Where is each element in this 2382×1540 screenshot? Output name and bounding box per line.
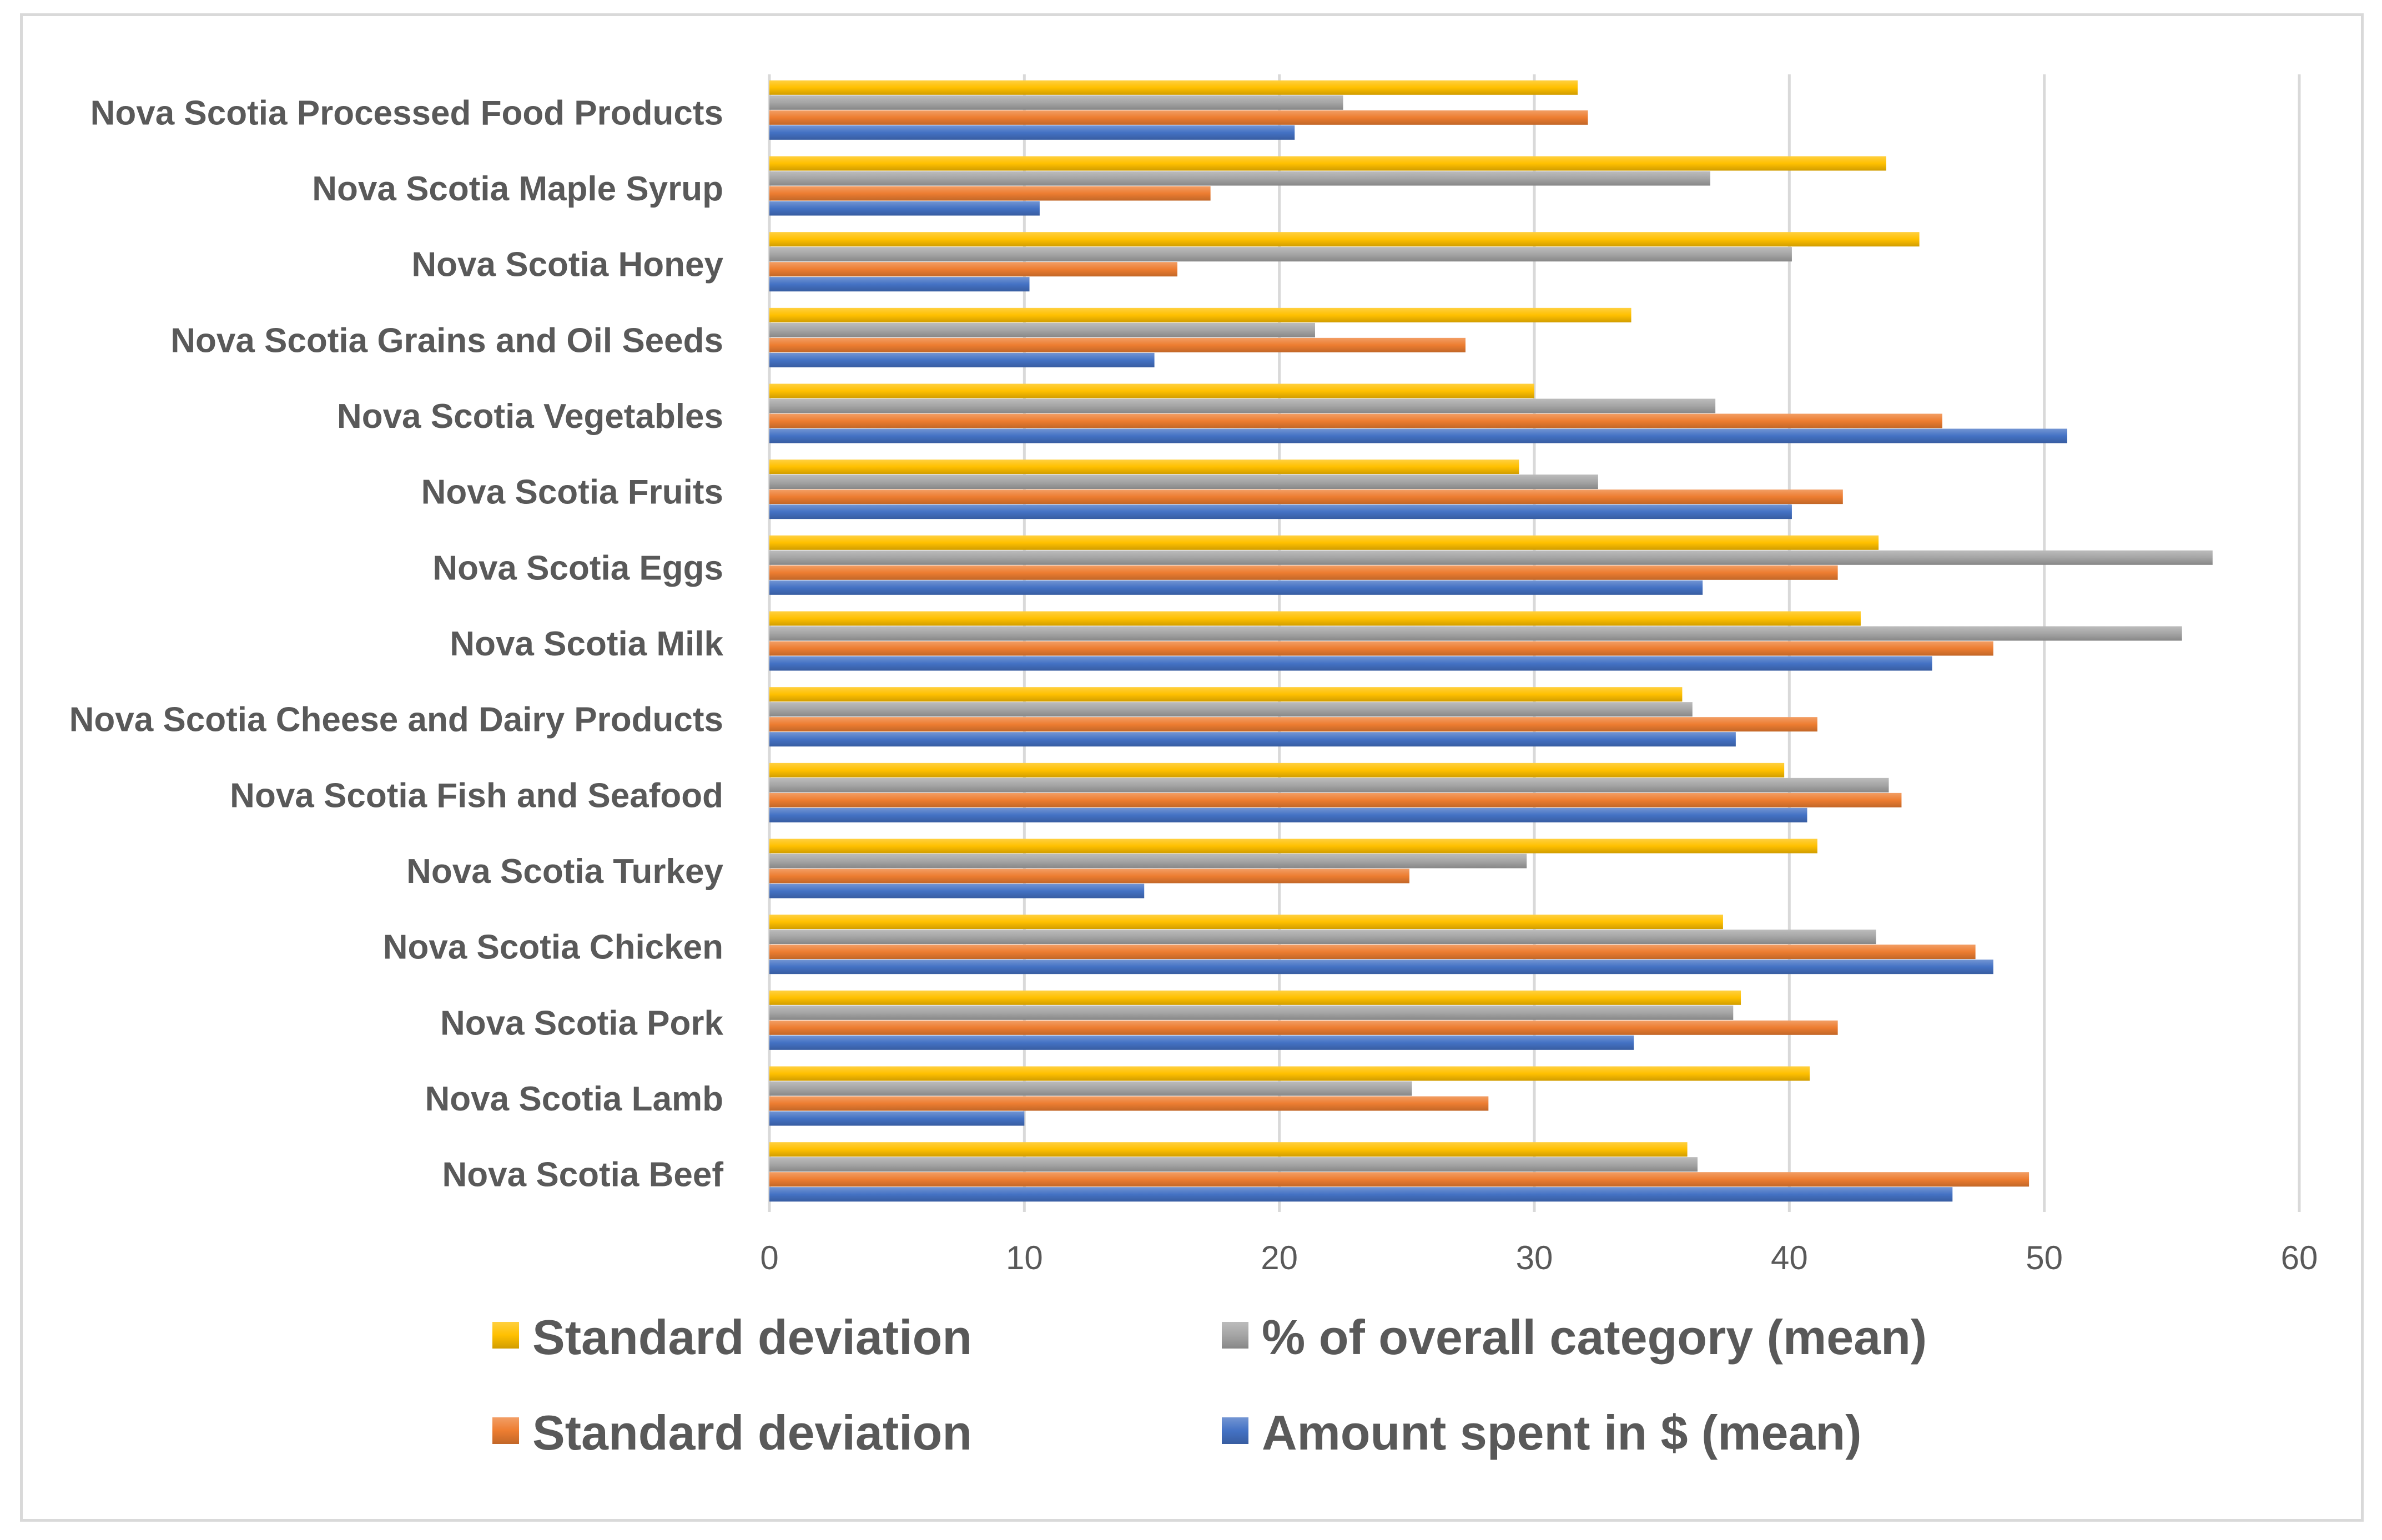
bar [769,201,1040,216]
x-tick-label: 60 [2281,1239,2318,1276]
bar [769,156,1886,171]
bar [769,839,1817,854]
bar [769,186,1211,201]
bar [769,883,1145,898]
bar [769,1172,2030,1187]
bar [769,535,1879,550]
bar [769,763,1785,777]
bar [769,247,1792,262]
bar [769,262,1177,277]
bar [769,807,1807,822]
bar-chart: Nova Scotia Processed Food Products Nova … [69,74,2318,1460]
category-label: Nova Scotia Milk [450,625,723,663]
bar [769,702,1693,717]
bar [769,95,1343,110]
bar [769,656,1932,671]
bar [769,732,1736,747]
x-tick-label: 40 [1771,1239,1808,1276]
bars [769,80,2213,1202]
category-label: Nova Scotia Grains and Oil Seeds [170,321,723,360]
bar [769,413,1942,428]
category-label: Nova Scotia Lamb [425,1080,723,1118]
bar [769,428,2068,443]
bar [769,717,1817,732]
bar [769,322,1315,337]
bar [769,474,1598,489]
bar [769,792,1902,807]
bar [769,915,1723,930]
category-label: Nova Scotia Maple Syrup [312,170,723,208]
bar [769,460,1519,474]
x-axis-ticks: 0 10 20 30 40 50 60 [760,1239,2318,1276]
category-label: Nova Scotia Turkey [406,852,723,891]
bar [769,960,1993,975]
category-label: Nova Scotia Beef [442,1156,723,1194]
legend-label: Standard deviation [532,1405,972,1460]
legend: Standard deviation % of overall category … [492,1310,1927,1460]
bar [769,1020,1838,1035]
bar [769,489,1843,504]
x-tick-label: 30 [1516,1239,1553,1276]
bar [769,1066,1810,1081]
bar [769,125,1295,140]
bar [769,1005,1734,1020]
bar [769,565,1838,580]
bar [769,990,1741,1005]
chart-frame: Nova Scotia Processed Food Products Nova … [20,13,2364,1522]
bar [769,641,1993,656]
bar [769,277,1030,292]
bar [769,80,1578,95]
bar [769,110,1588,125]
bar [769,945,1976,960]
bar [769,383,1534,398]
bar [769,550,2213,565]
category-label: Nova Scotia Honey [411,246,723,284]
bar [769,232,1920,247]
bar [769,171,1710,186]
bar [769,930,1876,945]
category-label: Nova Scotia Pork [440,1004,723,1042]
bar [769,580,1703,595]
x-tick-label: 0 [760,1239,778,1276]
category-label: Nova Scotia Cheese and Dairy Products [69,701,723,739]
bar [769,687,1683,702]
bar [769,398,1716,413]
legend-label: Standard deviation [532,1310,972,1365]
bar [769,777,1889,792]
bar [769,1142,1688,1157]
bar [769,1157,1698,1172]
bar [769,1187,1953,1202]
category-label: Nova Scotia Processed Food Products [90,94,723,132]
bar [769,869,1409,883]
category-label: Nova Scotia Chicken [383,928,723,967]
bar [769,854,1527,869]
bar [769,611,1861,626]
bar [769,307,1631,322]
category-label: Nova Scotia Fruits [421,473,723,512]
category-label: Nova Scotia Vegetables [337,397,723,436]
bar [769,337,1466,352]
legend-swatch [492,1417,519,1444]
legend-swatch [492,1322,519,1349]
x-tick-label: 50 [2026,1239,2063,1276]
x-tick-label: 20 [1261,1239,1298,1276]
category-label: Nova Scotia Fish and Seafood [230,776,723,815]
legend-label: Amount spent in $ (mean) [1262,1405,1862,1460]
legend-swatch [1222,1417,1248,1444]
bar [769,352,1155,367]
bar [769,1111,1025,1126]
bar [769,504,1792,519]
bar [769,1035,1634,1050]
legend-label: % of overall category (mean) [1262,1310,1927,1365]
legend-swatch [1222,1322,1248,1349]
bar [769,1081,1412,1096]
category-label: Nova Scotia Eggs [432,549,723,587]
bar [769,1096,1489,1111]
x-tick-label: 10 [1006,1239,1043,1276]
category-labels: Nova Scotia Processed Food Products Nova … [69,94,724,1194]
bar [769,626,2182,641]
